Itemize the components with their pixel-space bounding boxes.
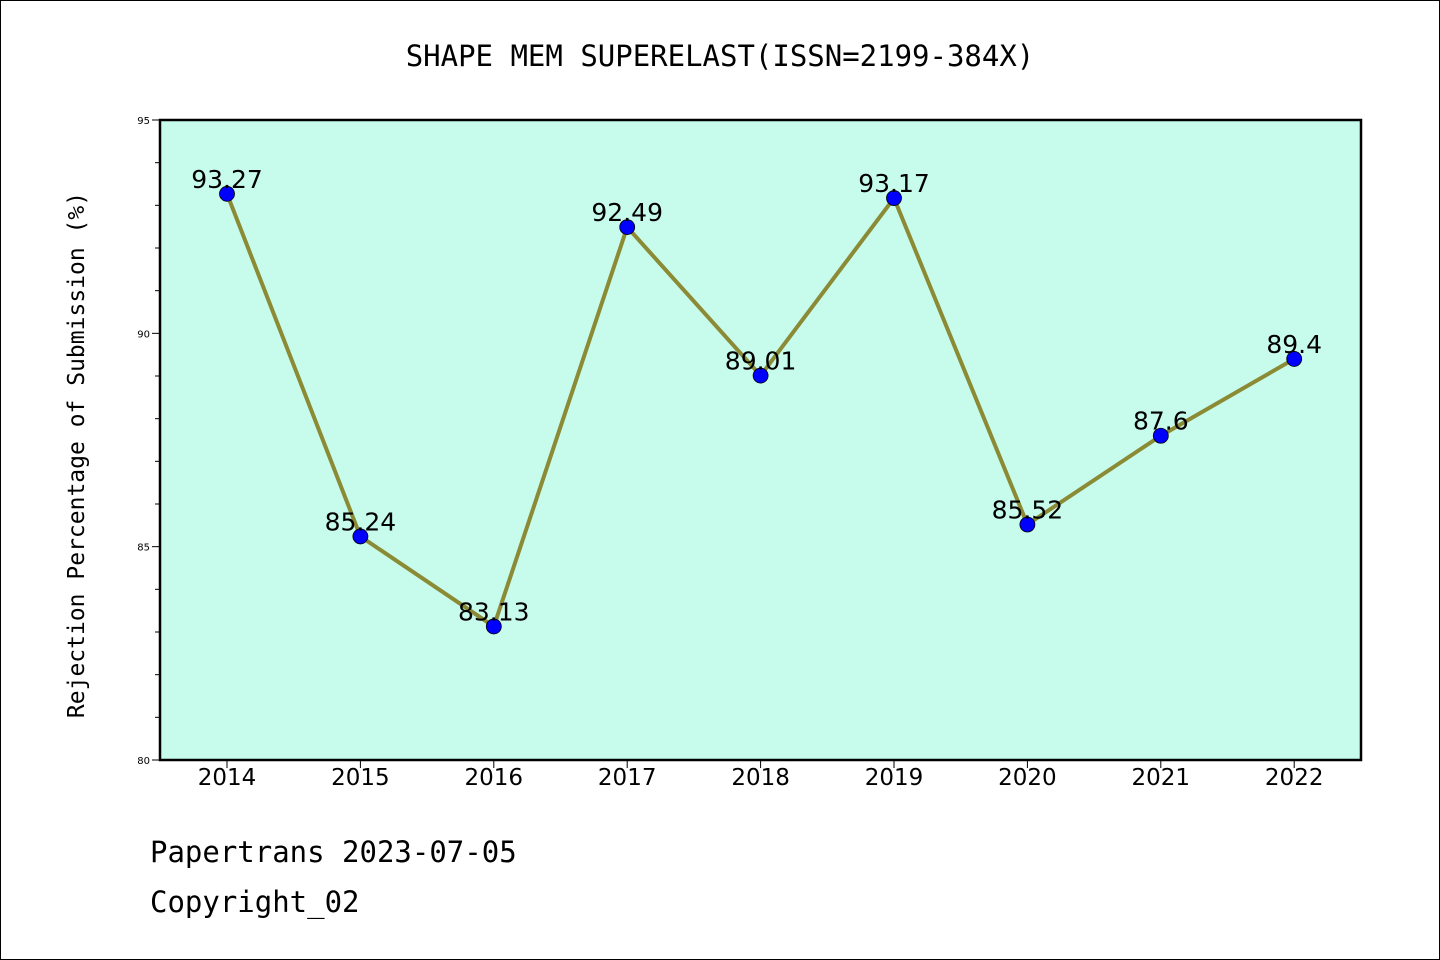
data-label: 83.13	[458, 597, 530, 626]
plot-area	[160, 120, 1361, 760]
data-point	[485, 618, 502, 635]
x-tick-label: 2020	[998, 765, 1057, 791]
data-label: 89.01	[725, 347, 797, 376]
x-tick-label: 2015	[331, 765, 390, 791]
y-tick-label: 80	[137, 756, 150, 767]
y-axis-label: Rejection Percentage of Submission (%)	[64, 192, 90, 718]
chart-title: SHAPE MEM SUPERELAST(ISSN=2199-384X)	[406, 39, 1035, 73]
data-point	[352, 528, 369, 545]
y-tick-label: 95	[137, 116, 150, 127]
x-tick-label: 2018	[731, 765, 790, 791]
x-tick-label: 2016	[465, 765, 524, 791]
data-label: 93.27	[191, 165, 263, 194]
footer-copyright: Copyright_02	[150, 885, 360, 919]
data-label: 93.17	[858, 169, 930, 198]
data-label: 92.49	[591, 198, 663, 227]
data-label: 87.6	[1133, 407, 1189, 436]
data-point	[619, 219, 636, 235]
x-tick-label: 2014	[198, 765, 257, 791]
y-tick-label: 90	[137, 329, 150, 340]
data-point	[1152, 427, 1169, 444]
x-tick-label: 2019	[865, 765, 924, 791]
data-point	[1286, 351, 1303, 367]
data-label: 89.4	[1266, 330, 1322, 359]
data-label: 85.24	[325, 507, 397, 536]
x-tick-label: 2017	[598, 765, 657, 791]
data-label: 85.52	[992, 495, 1064, 524]
data-point	[752, 367, 769, 384]
x-tick-label: 2022	[1265, 765, 1324, 791]
footer-date: Papertrans 2023-07-05	[150, 835, 517, 869]
data-point	[886, 190, 902, 206]
data-point	[219, 185, 235, 202]
data-point	[1019, 516, 1036, 533]
x-tick-label: 2021	[1132, 765, 1191, 791]
plot-border	[158, 118, 1363, 762]
y-tick-label: 85	[137, 543, 150, 554]
